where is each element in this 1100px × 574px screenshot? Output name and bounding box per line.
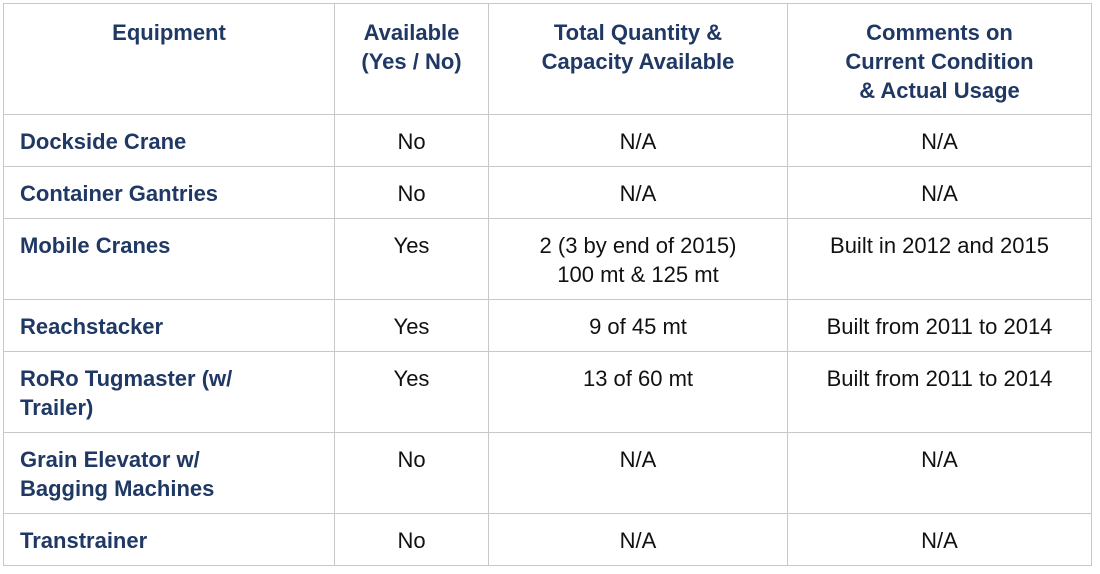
quantity-line: N/A <box>619 129 657 154</box>
quantity-line: N/A <box>619 181 657 206</box>
cell-comments: N/A <box>787 166 1092 219</box>
header-available-line: Available <box>363 20 460 45</box>
equipment-name-line: Dockside Crane <box>20 129 187 154</box>
equipment-name-line: Mobile Cranes <box>20 233 171 258</box>
cell-equipment: Reachstacker <box>3 299 335 352</box>
header-comments-line: Comments on <box>866 20 1013 45</box>
cell-quantity: N/A <box>488 114 788 167</box>
table-row: RoRo Tugmaster (w/ Trailer) Yes 13 of 60… <box>3 351 1092 433</box>
cell-available: Yes <box>334 299 489 352</box>
header-available-line: (Yes / No) <box>361 49 462 74</box>
quantity-line: 100 mt & 125 mt <box>557 262 719 287</box>
equipment-name-line: Bagging Machines <box>20 476 215 501</box>
table-row: Transtrainer No N/A N/A <box>3 513 1092 566</box>
cell-quantity: N/A <box>488 432 788 514</box>
cell-comments: N/A <box>787 513 1092 566</box>
cell-comments: Built from 2011 to 2014 <box>787 351 1092 433</box>
cell-comments: N/A <box>787 114 1092 167</box>
equipment-name-line: Trailer) <box>20 395 94 420</box>
equipment-name-line: Grain Elevator w/ <box>20 447 200 472</box>
cell-equipment: RoRo Tugmaster (w/ Trailer) <box>3 351 335 433</box>
equipment-table: Equipment Available (Yes / No) Total Qua… <box>3 3 1092 566</box>
cell-quantity: 13 of 60 mt <box>488 351 788 433</box>
table-row: Grain Elevator w/ Bagging Machines No N/… <box>3 432 1092 514</box>
cell-equipment: Transtrainer <box>3 513 335 566</box>
equipment-name-line: Transtrainer <box>20 528 148 553</box>
equipment-name-line: Container Gantries <box>20 181 219 206</box>
cell-quantity: N/A <box>488 166 788 219</box>
cell-quantity: 9 of 45 mt <box>488 299 788 352</box>
quantity-line: 9 of 45 mt <box>589 314 687 339</box>
header-quantity-line: Total Quantity & <box>553 20 723 45</box>
quantity-line: N/A <box>619 447 657 472</box>
header-quantity: Total Quantity & Capacity Available <box>488 3 788 115</box>
table-row: Mobile Cranes Yes 2 (3 by end of 2015) 1… <box>3 218 1092 300</box>
cell-comments: N/A <box>787 432 1092 514</box>
header-available: Available (Yes / No) <box>334 3 489 115</box>
header-quantity-line: Capacity Available <box>541 49 735 74</box>
cell-equipment: Grain Elevator w/ Bagging Machines <box>3 432 335 514</box>
cell-quantity: N/A <box>488 513 788 566</box>
cell-quantity: 2 (3 by end of 2015) 100 mt & 125 mt <box>488 218 788 300</box>
header-comments-line: Current Condition <box>845 49 1034 74</box>
header-comments-line: & Actual Usage <box>859 78 1020 103</box>
cell-available: No <box>334 513 489 566</box>
cell-available: Yes <box>334 351 489 433</box>
cell-comments: Built from 2011 to 2014 <box>787 299 1092 352</box>
table-row: Dockside Crane No N/A N/A <box>3 114 1092 167</box>
equipment-name-line: RoRo Tugmaster (w/ <box>20 366 233 391</box>
quantity-line: 2 (3 by end of 2015) <box>539 233 737 258</box>
cell-available: Yes <box>334 218 489 300</box>
header-comments: Comments on Current Condition & Actual U… <box>787 3 1092 115</box>
header-row: Equipment Available (Yes / No) Total Qua… <box>3 3 1092 115</box>
cell-available: No <box>334 114 489 167</box>
cell-comments: Built in 2012 and 2015 <box>787 218 1092 300</box>
cell-equipment: Container Gantries <box>3 166 335 219</box>
cell-equipment: Dockside Crane <box>3 114 335 167</box>
cell-available: No <box>334 432 489 514</box>
cell-equipment: Mobile Cranes <box>3 218 335 300</box>
quantity-line: 13 of 60 mt <box>582 366 694 391</box>
header-equipment-line: Equipment <box>112 20 226 45</box>
quantity-line: N/A <box>619 528 657 553</box>
table-row: Container Gantries No N/A N/A <box>3 166 1092 219</box>
header-equipment: Equipment <box>3 3 335 115</box>
table-row: Reachstacker Yes 9 of 45 mt Built from 2… <box>3 299 1092 352</box>
cell-available: No <box>334 166 489 219</box>
equipment-name-line: Reachstacker <box>20 314 164 339</box>
